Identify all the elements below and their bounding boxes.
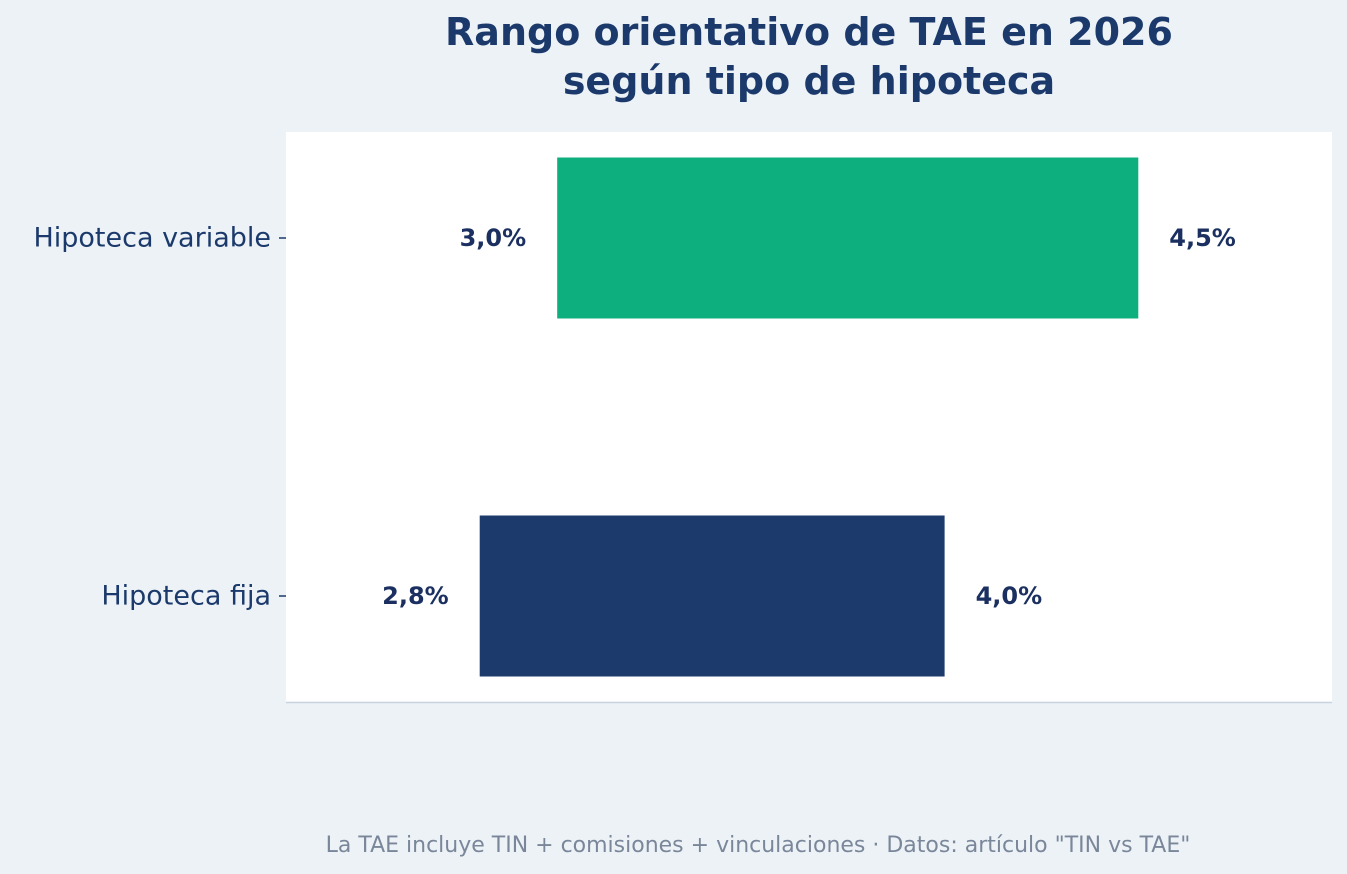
data-label-high-hipoteca-fija: 4,0% [976,582,1043,610]
chart-marks: Hipoteca variable 3,0% 4,5% Hipoteca fija 2,… [33,157,1236,677]
y-tick-label-hipoteca-fija: Hipoteca fija [101,581,271,612]
data-label-low-hipoteca-fija: 2,8% [382,582,449,610]
range-bar-hipoteca-fija [479,515,945,677]
chart-footnote: La TAE incluye TIN + comisiones + vincul… [325,833,1191,858]
y-tick-label-hipoteca-variable: Hipoteca variable [33,223,271,254]
chart-title-line-1: Rango orientativo de TAE en 2026 [445,10,1173,54]
chart-title: Rango orientativo de TAE en 2026 según t… [286,8,1332,106]
data-label-high-hipoteca-variable: 4,5% [1169,224,1236,252]
range-bar-hipoteca-variable [557,157,1139,319]
chart-title-line-2: según tipo de hipoteca [562,59,1056,103]
data-label-low-hipoteca-variable: 3,0% [460,224,527,252]
